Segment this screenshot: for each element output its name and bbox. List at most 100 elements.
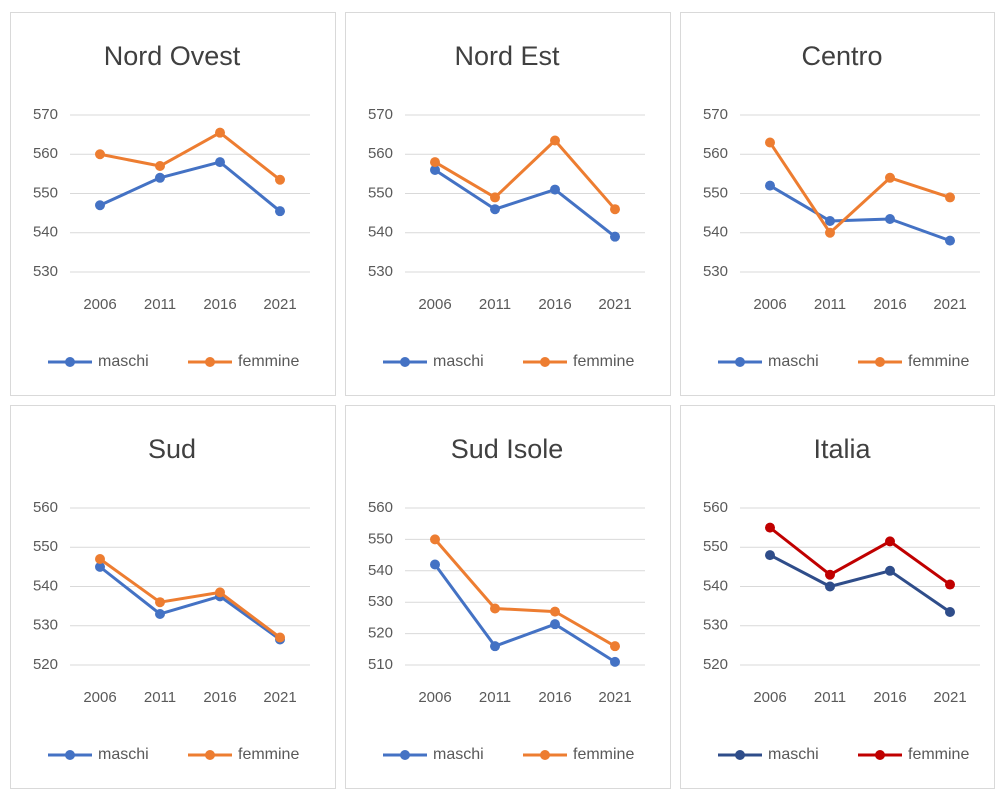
chart-panel: Nord Ovest 530 540 550 560 570 2006 2011 2016 202… [10,12,336,396]
data-point [275,174,285,185]
x-tick-label: 2021 [598,689,631,706]
x-tick-label: 2006 [83,296,116,313]
data-point [275,632,285,643]
y-tick-label: 550 [703,538,728,555]
y-tick-label: 570 [33,106,58,123]
data-point [275,206,285,217]
x-tick-label: 2011 [814,689,846,706]
x-tick-label: 2016 [873,689,906,706]
y-tick-label: 550 [368,184,393,201]
data-point [95,200,105,211]
x-tick-label: 2006 [83,689,116,706]
y-tick-label: 520 [703,656,728,673]
x-tick-label: 2021 [598,296,631,313]
panel-frame [10,405,336,789]
y-tick-label: 560 [368,145,393,162]
y-tick-label: 540 [368,562,393,579]
chart-panel: Centro 530 540 550 560 570 2006 2011 2016 2021 mas… [680,12,995,396]
x-tick-label: 2016 [538,296,571,313]
chart-title: Nord Ovest [104,41,241,71]
data-point [550,619,560,630]
series-line [768,141,951,235]
y-tick-label: 560 [703,145,728,162]
x-tick-label: 2006 [418,689,451,706]
data-point [430,157,440,168]
legend-marker [735,357,745,367]
x-tick-label: 2016 [203,689,236,706]
y-tick-label: 530 [703,617,728,634]
panel-frame [680,405,995,789]
x-tick-label: 2011 [144,689,176,706]
chart-panel: Italia 520 530 540 550 560 2006 2011 2016 2021 mas… [680,405,995,789]
legend-label: maschi [768,353,819,370]
x-tick-label: 2011 [479,689,511,706]
x-tick-label: 2021 [933,296,966,313]
data-point [765,522,775,533]
legend-marker [875,750,885,760]
legend-label: femmine [908,746,969,763]
data-point [95,149,105,160]
data-point [945,607,955,618]
legend-label: femmine [908,353,969,370]
y-tick-label: 540 [33,224,58,241]
data-point [825,215,835,226]
data-point [825,227,835,238]
legend-label: femmine [238,746,299,763]
series-line [433,563,616,664]
legend-label: maschi [98,746,149,763]
data-point [825,581,835,592]
panel-frame [345,405,671,789]
legend-label: maschi [768,746,819,763]
legend-label: maschi [433,746,484,763]
panel-frame [10,12,336,396]
legend-marker [65,750,75,760]
series-line [99,557,281,639]
x-tick-label: 2016 [203,296,236,313]
x-tick-label: 2021 [263,689,296,706]
data-point [95,561,105,572]
legend-marker [205,750,215,760]
data-point [550,135,560,146]
x-tick-label: 2011 [814,296,846,313]
data-point [215,157,225,168]
data-point [95,554,105,565]
y-tick-label: 520 [368,625,393,642]
series-line [434,168,616,238]
data-point [885,214,895,225]
legend-label: maschi [433,353,484,370]
data-point [610,231,620,242]
x-tick-label: 2006 [418,296,451,313]
y-tick-label: 540 [703,577,728,594]
x-tick-label: 2021 [263,296,296,313]
x-tick-label: 2006 [753,689,786,706]
data-point [945,192,955,203]
data-point [610,656,620,667]
data-point [550,606,560,617]
legend-marker [875,357,885,367]
legend-marker [540,357,550,367]
data-point [885,172,895,183]
y-tick-label: 530 [368,593,393,610]
y-tick-label: 530 [368,263,393,280]
y-tick-label: 530 [703,263,728,280]
x-tick-label: 2011 [144,296,176,313]
y-tick-label: 550 [368,530,393,547]
series-line [769,553,951,614]
y-tick-label: 570 [703,106,728,123]
y-tick-label: 550 [703,184,728,201]
legend-marker [65,357,75,367]
data-point [215,127,225,138]
data-point [765,550,775,561]
legend-label: femmine [573,353,634,370]
y-tick-label: 540 [703,224,728,241]
y-tick-label: 560 [703,499,728,516]
series-line [99,131,281,181]
series-line [99,565,281,641]
data-point [610,641,620,652]
y-tick-label: 560 [368,499,393,516]
data-point [945,235,955,246]
legend-marker [735,750,745,760]
data-point [765,180,775,191]
chart-title: Sud Isole [451,434,564,464]
